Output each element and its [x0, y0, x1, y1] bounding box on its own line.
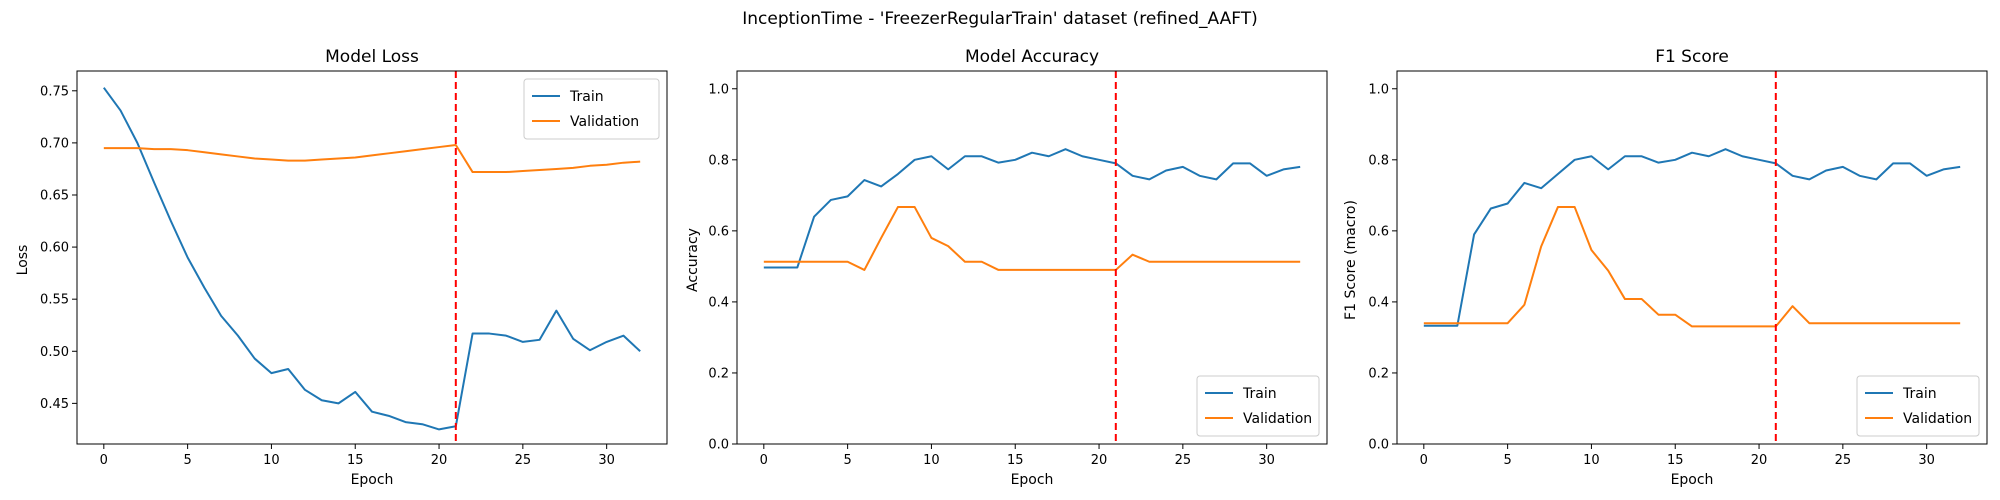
axes-frame: [76, 70, 668, 445]
x-tick-label: 20: [1751, 453, 1768, 468]
x-tick-label: 20: [431, 453, 448, 468]
x-tick-label: 30: [1918, 453, 1935, 468]
x-tick-label: 5: [183, 453, 191, 468]
figure-title: InceptionTime - 'FreezerRegularTrain' da…: [742, 9, 1258, 29]
accuracy-plot: 0 5 10 15 20 25 30 0.0 0.2 0.4 0.6 0.8 1.0 Train Valid…: [708, 70, 1328, 468]
accuracy-y-axis-label: Accuracy: [685, 228, 701, 292]
panel-accuracy: Model Accuracy Epoch Accuracy 0 5 10 15 20 25…: [685, 47, 1328, 488]
y-tick-label: 0.6: [708, 224, 729, 239]
x-tick-label: 15: [1007, 453, 1024, 468]
y-tick-label: 0.0: [1368, 438, 1389, 453]
y-tick-label: 0.4: [708, 295, 729, 310]
x-tick-label: 30: [598, 453, 615, 468]
y-tick-label: 0.4: [1368, 295, 1389, 310]
x-tick-label: 0: [760, 453, 768, 468]
axes-frame: [1396, 70, 1988, 445]
legend-label-train: Train: [1902, 386, 1937, 402]
y-tick-label: 0.8: [708, 153, 729, 168]
x-tick-label: 15: [347, 453, 364, 468]
f1-plot: 0 5 10 15 20 25 30 0.0 0.2 0.4 0.6 0.8 1.0 Train Valid…: [1368, 70, 1988, 468]
x-tick-label: 5: [1503, 453, 1511, 468]
series-line-train: [103, 87, 641, 431]
legend-label-train: Train: [1242, 386, 1277, 402]
y-tick-label: 0.8: [1368, 153, 1389, 168]
legend-box: [1856, 375, 1980, 437]
x-tick-label: 25: [1175, 453, 1192, 468]
y-tick-label: 0.75: [40, 84, 69, 99]
loss-plot: 0 5 10 15 20 25 30 0.45 0.50 0.55 0.60 0.65 0.70 0.75…: [40, 70, 668, 468]
x-tick-label: 15: [1667, 453, 1684, 468]
legend-box: [523, 78, 660, 140]
x-tick-label: 10: [923, 453, 940, 468]
legend: Train Validation: [1196, 375, 1320, 437]
x-tick-label: 10: [1583, 453, 1600, 468]
series-line-train: [763, 148, 1301, 269]
x-tick-label: 0: [100, 453, 108, 468]
y-tick-label: 0.6: [1368, 224, 1389, 239]
y-tick-label: 0.2: [1368, 366, 1389, 381]
y-tick-label: 0.2: [708, 366, 729, 381]
f1-y-axis-label: F1 Score (macro): [1343, 200, 1359, 320]
legend-label-validation: Validation: [1243, 411, 1312, 427]
x-tick-label: 30: [1258, 453, 1275, 468]
accuracy-x-axis-label: Epoch: [1011, 472, 1054, 488]
f1-x-axis-label: Epoch: [1671, 472, 1714, 488]
loss-chart-title: Model Loss: [325, 47, 419, 67]
x-tick-label: 5: [843, 453, 851, 468]
legend: Train Validation: [1856, 375, 1980, 437]
x-tick-label: 25: [1835, 453, 1852, 468]
f1-chart-title: F1 Score: [1655, 47, 1729, 67]
legend-box: [1196, 375, 1320, 437]
panel-f1: F1 Score Epoch F1 Score (macro) 0 5 10 15 20…: [1343, 47, 1988, 488]
series-line-validation: [763, 206, 1301, 271]
x-tick-label: 25: [515, 453, 532, 468]
loss-x-axis-label: Epoch: [351, 472, 394, 488]
y-tick-label: 0.55: [40, 293, 69, 308]
panel-loss: Model Loss Epoch Loss 0 5 10 15 20 25 30 0.45 0.…: [15, 47, 668, 488]
loss-y-axis-label: Loss: [15, 245, 31, 276]
x-tick-label: 10: [263, 453, 280, 468]
y-tick-label: 0.70: [40, 136, 69, 151]
y-tick-label: 0.65: [40, 188, 69, 203]
accuracy-chart-title: Model Accuracy: [965, 47, 1099, 67]
series-line-train: [1423, 148, 1961, 327]
y-tick-label: 0.50: [40, 345, 69, 360]
x-tick-label: 20: [1091, 453, 1108, 468]
y-tick-label: 0.0: [708, 438, 729, 453]
legend-label-validation: Validation: [1903, 411, 1972, 427]
y-tick-label: 1.0: [708, 82, 729, 97]
legend-label-validation: Validation: [570, 114, 639, 130]
y-tick-label: 0.60: [40, 241, 69, 256]
series-line-validation: [103, 143, 641, 174]
axes-frame: [736, 70, 1328, 445]
y-tick-label: 1.0: [1368, 82, 1389, 97]
y-tick-label: 0.45: [40, 397, 69, 412]
series-line-validation: [1423, 206, 1961, 328]
legend: Train Validation: [523, 78, 660, 140]
x-tick-label: 0: [1420, 453, 1428, 468]
legend-label-train: Train: [569, 89, 604, 105]
